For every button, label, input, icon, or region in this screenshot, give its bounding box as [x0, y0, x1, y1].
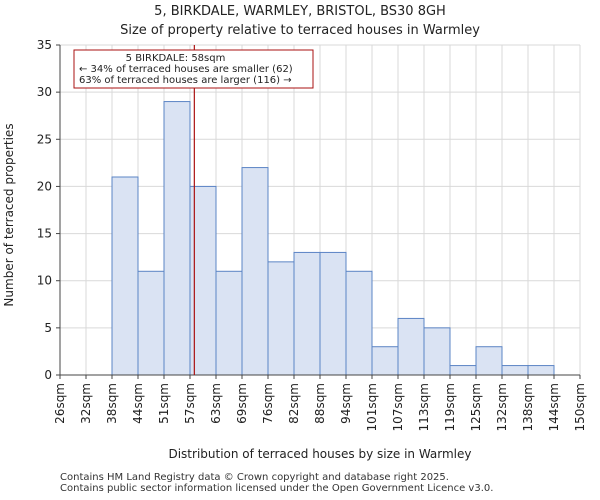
- annotation: 5 BIRKDALE: 58sqm← 34% of terraced house…: [73, 49, 314, 89]
- x-tick-label: 125sqm: [469, 383, 483, 431]
- x-tick-label: 76sqm: [261, 383, 275, 424]
- x-tick-label: 94sqm: [339, 383, 353, 424]
- annotation-box: [73, 49, 314, 89]
- footer-line-2: Contains public sector information licen…: [60, 483, 494, 494]
- axes: 0 5 10 15 20 25 30 35 26sqm 32sqm 38sqm 44sqm 51sqm 5…: [37, 38, 587, 431]
- y-tick-label: 5: [44, 321, 52, 335]
- bar-44sqm: [137, 270, 165, 376]
- x-tick-label: 113sqm: [417, 383, 431, 431]
- chart-title-block: 5, BIRKDALE, WARMLEY, BRISTOL, BS30 8GH …: [0, 2, 600, 40]
- bar-38sqm: [111, 176, 139, 376]
- x-tick-label: 88sqm: [313, 383, 327, 424]
- bar-119sqm: [449, 365, 477, 376]
- bar-76sqm: [267, 261, 295, 376]
- x-tick-label: 38sqm: [105, 383, 119, 424]
- y-tick-label: 20: [37, 179, 52, 193]
- chart-title: 5, BIRKDALE, WARMLEY, BRISTOL, BS30 8GH: [154, 4, 446, 19]
- y-tick-label: 0: [44, 368, 52, 382]
- annotation-title: 5 BIRKDALE: 58sqm: [126, 53, 226, 64]
- x-tick-label: 107sqm: [391, 383, 405, 431]
- bars: [111, 101, 555, 376]
- bar-88sqm: [319, 251, 347, 376]
- x-tick-label: 132sqm: [495, 383, 509, 431]
- y-tick-label: 25: [37, 132, 52, 146]
- bar-chart: 0 5 10 15 20 25 30 35 26sqm 32sqm 38sqm 44sqm 51sqm 5…: [2, 38, 587, 461]
- x-tick-label: 69sqm: [235, 383, 249, 424]
- x-tick-label: 44sqm: [131, 383, 145, 424]
- footer-line-1: Contains HM Land Registry data © Crown c…: [60, 472, 449, 483]
- annotation-smaller: ← 34% of terraced houses are smaller (62…: [79, 64, 293, 75]
- bar-107sqm: [397, 317, 425, 376]
- bar-69sqm: [241, 167, 269, 376]
- bar-101sqm: [371, 346, 399, 376]
- y-tick-label: 30: [37, 85, 52, 99]
- bar-94sqm: [345, 270, 373, 376]
- bar-125sqm: [475, 346, 503, 376]
- annotation-larger: 63% of terraced houses are larger (116) …: [79, 75, 292, 86]
- x-axis-label: Distribution of terraced houses by size …: [168, 447, 471, 461]
- x-tick-label: 138sqm: [521, 383, 535, 431]
- x-tick-label: 82sqm: [287, 383, 301, 424]
- bar-113sqm: [423, 327, 451, 376]
- bar-82sqm: [293, 251, 321, 376]
- x-tick-label: 101sqm: [365, 383, 379, 431]
- y-tick-label: 15: [37, 227, 52, 241]
- bar-63sqm: [215, 270, 243, 376]
- y-tick-label: 10: [37, 274, 52, 288]
- footer: Contains HM Land Registry data © Crown c…: [60, 472, 493, 494]
- y-axis-label: Number of terraced properties: [2, 123, 16, 306]
- x-tick-label: 144sqm: [547, 383, 561, 431]
- bar-138sqm: [527, 365, 555, 376]
- x-tick-label: 51sqm: [157, 383, 171, 424]
- y-tick-label: 35: [37, 38, 52, 52]
- x-tick-label: 119sqm: [443, 383, 457, 431]
- x-tick-label: 32sqm: [79, 383, 93, 424]
- x-tick-label: 26sqm: [53, 383, 67, 424]
- bar-132sqm: [501, 365, 529, 376]
- x-tick-label: 150sqm: [573, 383, 587, 431]
- bar-51sqm: [163, 101, 191, 376]
- chart-subtitle: Size of property relative to terraced ho…: [120, 23, 480, 38]
- x-tick-label: 63sqm: [209, 383, 223, 424]
- x-tick-label: 57sqm: [183, 383, 197, 424]
